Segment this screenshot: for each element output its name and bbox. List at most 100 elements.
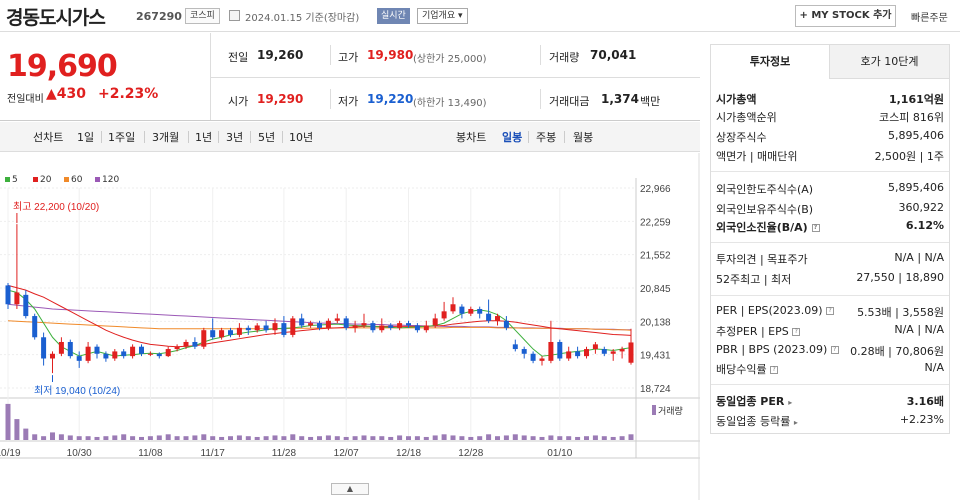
help-icon[interactable]: ? — [792, 328, 801, 336]
tab-weekly[interactable]: 주봉 — [536, 131, 557, 144]
y-tick-label: 18,724 — [640, 384, 671, 395]
amount-value: 1,374 — [601, 92, 639, 106]
y-tick-label: 21,552 — [640, 251, 671, 262]
help-icon[interactable]: ? — [830, 346, 839, 354]
high-value: 19,980 — [367, 48, 414, 62]
tab-period-1w[interactable]: 1주일 — [108, 131, 136, 144]
y-tick-label: 20,138 — [640, 317, 671, 328]
info-row-dividend: 배당수익률 ? N/A — [716, 361, 944, 376]
quick-order-link[interactable]: 빠른주문 — [911, 13, 948, 24]
change-percent: +2.23% — [98, 86, 159, 102]
add-mystock-button[interactable]: + MY STOCK 추가 — [795, 5, 896, 27]
candle — [601, 349, 607, 354]
help-icon[interactable]: ? — [811, 224, 820, 232]
tab-period-3y[interactable]: 3년 — [226, 131, 244, 144]
candle — [174, 346, 180, 350]
legend-label: 5 — [12, 175, 18, 185]
candle — [67, 341, 73, 357]
tab-daily[interactable]: 일봉 — [502, 131, 523, 144]
candle — [530, 353, 536, 361]
tab-separator — [564, 131, 565, 143]
volume-bar — [548, 435, 554, 440]
candle — [130, 346, 136, 357]
candle — [245, 327, 251, 331]
candle — [495, 316, 500, 321]
tab-candle-chart[interactable]: 봉차트 — [456, 131, 487, 144]
volume-bar — [139, 436, 144, 440]
volume-bar — [512, 434, 518, 440]
candle — [76, 356, 82, 361]
tab-period-10y[interactable]: 10년 — [289, 131, 314, 144]
info-row-foreign-limit: 외국인한도주식수(A) 5,895,406 — [716, 181, 944, 196]
info-row-mcap: 시가총액 1,161억원 — [716, 93, 944, 106]
tab-monthly[interactable]: 월봉 — [573, 131, 594, 144]
volume-bar — [503, 435, 509, 440]
tab-orderbook[interactable]: 호가 10단계 — [830, 45, 949, 79]
x-tick-label: 11/17 — [201, 448, 226, 459]
volume-bar — [397, 435, 403, 440]
volume-bar — [94, 436, 100, 440]
tab-period-1y[interactable]: 1년 — [195, 131, 213, 144]
info-row-opinion: 투자의견 | 목표주가 N/A | N/A — [716, 251, 944, 266]
volume-bar — [317, 436, 322, 440]
candle — [432, 318, 438, 326]
legend-swatch — [33, 177, 38, 182]
volume-label: 거래량 — [658, 405, 683, 416]
volume-bar — [210, 436, 216, 440]
volume-bar — [575, 436, 581, 440]
prev-close-label: 전일 — [228, 51, 249, 64]
divider — [540, 89, 541, 109]
chart-tabbar: 선차트 1일 1주일 3개월 1년 3년 5년 10년 봉차트 일봉 주봉 월봉 — [0, 122, 700, 152]
volume-bar — [50, 432, 55, 440]
market-badge: 코스피 — [185, 8, 220, 24]
legend-label: 60 — [71, 175, 83, 185]
help-icon[interactable]: ? — [770, 366, 779, 374]
stock-header: 경동도시가스 267290 코스피 2024.01.15 기준(장마감) 실시간… — [0, 0, 960, 32]
volume-bar — [530, 436, 536, 440]
volume-bar — [441, 434, 447, 440]
realtime-button[interactable]: 실시간 — [377, 8, 410, 24]
y-tick-label: 20,845 — [640, 284, 671, 295]
volume-bar — [112, 435, 118, 440]
current-price: 19,690 — [7, 49, 118, 84]
volume-bar — [192, 435, 198, 440]
company-info-dropdown[interactable]: 기업개요 ▾ — [417, 8, 468, 24]
open-value: 19,290 — [257, 92, 304, 106]
volume-bar — [23, 428, 29, 440]
candle — [272, 323, 278, 331]
candle — [192, 341, 198, 347]
info-row-par: 액면가 | 매매단위 2,500원 | 1주 — [716, 150, 944, 163]
x-tick-label: 12/28 — [458, 448, 483, 459]
candle — [521, 349, 527, 354]
volume-bar — [58, 434, 64, 440]
candle — [388, 325, 394, 328]
help-icon[interactable]: ? — [826, 307, 835, 315]
candle — [219, 330, 225, 338]
info-row-pbr: PBR | BPS (2023.09) ? 0.28배 | 70,806원 — [716, 343, 944, 358]
candle — [486, 313, 492, 321]
legend-ma120: 120 — [95, 175, 119, 185]
volume-bar — [592, 435, 598, 440]
tab-invest-info[interactable]: 투자정보 — [711, 45, 830, 79]
tab-separator — [144, 131, 145, 143]
volume-bar — [406, 436, 411, 440]
candle — [584, 349, 589, 357]
expand-chart-button[interactable]: ▲ — [331, 483, 369, 495]
tab-period-3m[interactable]: 3개월 — [152, 131, 180, 144]
tab-period-5y[interactable]: 5년 — [258, 131, 276, 144]
candle — [370, 323, 376, 331]
candle — [210, 330, 216, 338]
price-chart[interactable]: 22,966 22,259 21,552 20,845 20,138 19,431 18,7… — [0, 153, 700, 500]
volume-bar — [85, 436, 91, 440]
tab-line-chart[interactable]: 선차트 — [33, 131, 64, 144]
info-row-per: PER | EPS(2023.09) ? 5.53배 | 3,558원 — [716, 304, 944, 319]
volume-bar — [281, 436, 287, 440]
volume-bar — [334, 436, 340, 440]
volume-bar — [41, 436, 47, 440]
volume-bar — [379, 436, 385, 440]
candle — [628, 342, 634, 363]
tab-period-1d[interactable]: 1일 — [77, 131, 95, 144]
upper-limit: (상한가 25,000) — [413, 54, 487, 65]
volume-bar — [299, 436, 305, 440]
volume-bar — [352, 436, 358, 440]
